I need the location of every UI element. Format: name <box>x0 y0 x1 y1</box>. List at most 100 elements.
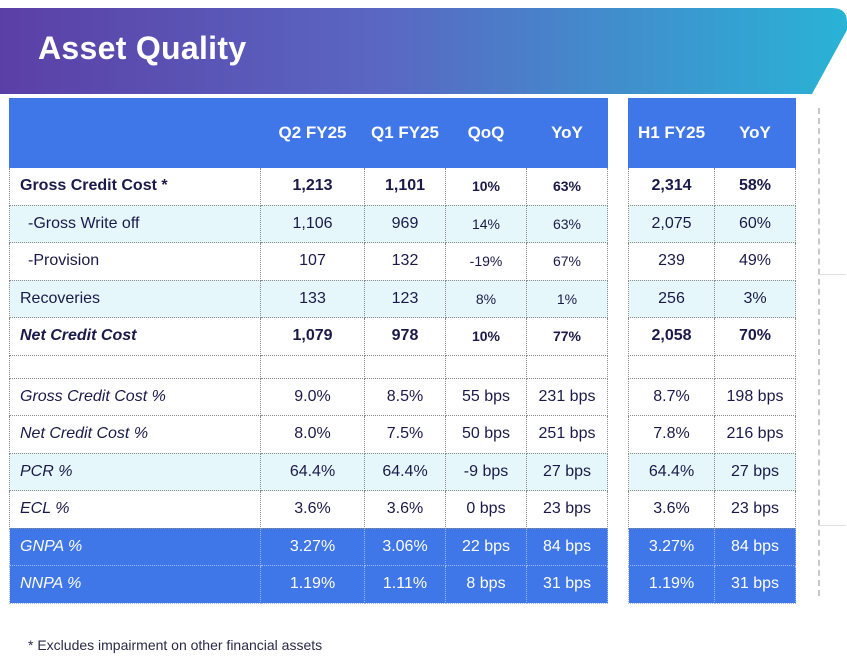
table-cell: 198 bps <box>714 377 796 416</box>
table-cell: 3.27% <box>260 527 365 566</box>
row-label: -Gross Write off <box>9 204 261 243</box>
row-label: -Provision <box>9 242 261 281</box>
table-row: 7.8% 216 bps <box>628 415 796 454</box>
table-row: 239 49% <box>628 242 796 281</box>
table-row: 64.4% 27 bps <box>628 452 796 491</box>
table-row: 2,075 60% <box>628 204 796 243</box>
table-cell: 23 bps <box>714 490 796 529</box>
table-cell: 70% <box>714 317 796 356</box>
side-divider <box>818 108 820 596</box>
side-divider-tick <box>818 274 846 275</box>
row-label: ECL % <box>9 490 261 529</box>
table-cell: 31 bps <box>714 565 796 604</box>
table-cell: 256 <box>628 279 715 318</box>
table-cell: 22 bps <box>445 527 527 566</box>
table-cell: 1,213 <box>260 167 365 206</box>
table-cell: -19% <box>445 242 527 281</box>
table-cell: 1.19% <box>628 565 715 604</box>
table-cell: 14% <box>445 204 527 243</box>
row-label: Gross Credit Cost % <box>9 377 261 416</box>
page-title: Asset Quality <box>38 30 247 66</box>
table-cell: 10% <box>445 317 527 356</box>
table-row: 256 3% <box>628 279 796 318</box>
row-label: NNPA % <box>9 565 261 604</box>
table-cell: 64.4% <box>260 452 365 491</box>
table-cell: 133 <box>260 279 365 318</box>
table-cell: 2,058 <box>628 317 715 356</box>
table-cell: 3.6% <box>628 490 715 529</box>
footnote: * Excludes impairment on other financial… <box>28 637 323 653</box>
table-cell: 132 <box>364 242 446 281</box>
table-cell: 8.5% <box>364 377 446 416</box>
table-cell: 3.6% <box>364 490 446 529</box>
table-cell: 107 <box>260 242 365 281</box>
spacer-row <box>628 354 796 379</box>
table-cell: 50 bps <box>445 415 527 454</box>
table-cell: 216 bps <box>714 415 796 454</box>
table-cell: 231 bps <box>526 377 608 416</box>
banner-background <box>0 8 847 94</box>
table-cell: 123 <box>364 279 446 318</box>
table-cell: 7.5% <box>364 415 446 454</box>
table-cell: 8.7% <box>628 377 715 416</box>
table-cell: 31 bps <box>526 565 608 604</box>
table-row: -Provision 107 132 -19% 67% <box>9 242 608 281</box>
table-row: Gross Credit Cost % 9.0% 8.5% 55 bps 231… <box>9 377 608 416</box>
table-row: GNPA % 3.27% 3.06% 22 bps 84 bps <box>9 527 608 566</box>
table-header-row: H1 FY25 YoY <box>628 98 796 168</box>
header-cell: Q1 FY25 <box>364 98 446 168</box>
table-row: PCR % 64.4% 64.4% -9 bps 27 bps <box>9 452 608 491</box>
table-cell: 27 bps <box>526 452 608 491</box>
table-cell: 8.0% <box>260 415 365 454</box>
header-cell: Q2 FY25 <box>260 98 365 168</box>
table-cell: 67% <box>526 242 608 281</box>
table-cell: 3.27% <box>628 527 715 566</box>
title-banner: Asset Quality <box>0 8 847 94</box>
side-divider-tick <box>818 525 846 526</box>
table-cell: 251 bps <box>526 415 608 454</box>
table-cell: 0 bps <box>445 490 527 529</box>
table-row: Net Credit Cost 1,079 978 10% 77% <box>9 317 608 356</box>
table-cell: 60% <box>714 204 796 243</box>
table-cell: 9.0% <box>260 377 365 416</box>
header-cell: YoY <box>526 98 608 168</box>
table-cell: 84 bps <box>714 527 796 566</box>
table-cell: 1.11% <box>364 565 446 604</box>
table-cell: 55 bps <box>445 377 527 416</box>
table-header-row: Q2 FY25 Q1 FY25 QoQ YoY <box>9 98 608 168</box>
table-cell: 1% <box>526 279 608 318</box>
table-cell: 77% <box>526 317 608 356</box>
table-cell: 27 bps <box>714 452 796 491</box>
row-label: Recoveries <box>9 279 261 318</box>
header-cell <box>9 98 261 168</box>
table-cell: 3.6% <box>260 490 365 529</box>
table-cell: 1,106 <box>260 204 365 243</box>
header-cell: YoY <box>714 98 796 168</box>
table-cell: 239 <box>628 242 715 281</box>
table-row: 2,314 58% <box>628 167 796 206</box>
table-row: ECL % 3.6% 3.6% 0 bps 23 bps <box>9 490 608 529</box>
table-cell: 63% <box>526 204 608 243</box>
table-row: NNPA % 1.19% 1.11% 8 bps 31 bps <box>9 565 608 604</box>
table-cell: 58% <box>714 167 796 206</box>
table-cell: 10% <box>445 167 527 206</box>
row-label: GNPA % <box>9 527 261 566</box>
table-cell: 1,101 <box>364 167 446 206</box>
credit-cost-table: Q2 FY25 Q1 FY25 QoQ YoY Gross Credit Cos… <box>9 98 608 604</box>
table-row: 3.27% 84 bps <box>628 527 796 566</box>
table-cell: 3% <box>714 279 796 318</box>
table-cell: 2,075 <box>628 204 715 243</box>
spacer-row <box>9 354 608 379</box>
table-row: 1.19% 31 bps <box>628 565 796 604</box>
row-label: Gross Credit Cost * <box>9 167 261 206</box>
table-cell: 64.4% <box>628 452 715 491</box>
table-cell: 978 <box>364 317 446 356</box>
table-cell: 2,314 <box>628 167 715 206</box>
half-year-table: H1 FY25 YoY 2,314 58% 2,075 60% 239 49% … <box>628 98 796 604</box>
table-row: Recoveries 133 123 8% 1% <box>9 279 608 318</box>
table-row: Gross Credit Cost * 1,213 1,101 10% 63% <box>9 167 608 206</box>
table-cell: 64.4% <box>364 452 446 491</box>
table-cell: 49% <box>714 242 796 281</box>
table-cell: 84 bps <box>526 527 608 566</box>
table-cell: -9 bps <box>445 452 527 491</box>
